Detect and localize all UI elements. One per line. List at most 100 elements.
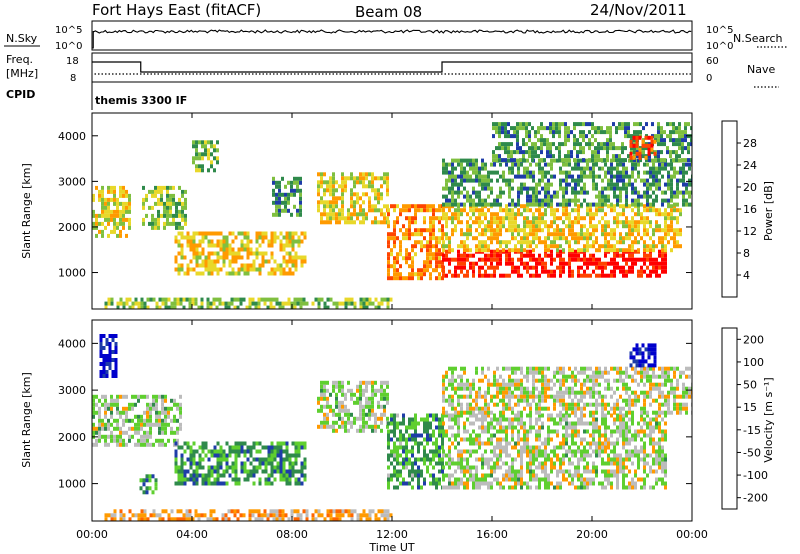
power-cell [571,190,574,195]
power-cell [493,257,496,262]
power-cell [613,186,616,191]
power-cell [583,198,586,203]
power-cell [498,154,501,159]
velocity-cell [101,418,104,423]
power-cell [631,244,634,249]
velocity-cell [335,380,338,385]
power-cell [272,192,275,197]
power-cell [454,224,457,229]
velocity-cell [469,449,472,454]
velocity-cell [426,437,429,442]
power-cells [92,122,692,309]
velocity-cell [341,392,344,397]
power-cell [681,158,684,163]
power-cell [243,235,247,240]
velocity-cell [362,424,365,429]
power-cell [624,134,627,139]
velocity-cell [258,465,262,470]
power-cell [157,197,160,202]
power-cell [499,253,502,258]
velocity-cell [559,457,562,462]
power-cell [535,273,538,278]
power-cell [634,228,637,233]
velocity-cell [383,396,386,401]
power-cell [107,185,110,190]
power-cell [619,170,622,175]
power-cell [577,240,580,245]
power-cell [526,240,529,245]
power-cell [636,130,639,135]
power-cell [543,158,546,163]
velocity-cell [264,445,268,450]
power-cell [526,216,529,221]
power-cell [272,212,275,217]
power-cell [555,130,558,135]
velocity-cell [499,429,502,434]
velocity-cell [387,441,390,446]
power-cell [658,228,661,233]
velocity-cell [496,445,499,450]
velocity-cell [164,422,167,427]
power-cell [586,212,589,217]
velocity-cell [216,457,220,462]
velocity-cell [571,441,574,446]
power-cell [550,174,553,179]
power-cell [257,301,261,306]
velocity-cell [559,441,562,446]
power-cell [540,146,543,151]
velocity-cell [499,457,502,462]
power-cell [544,248,547,253]
power-cell [261,259,265,264]
power-cell [396,252,399,257]
power-cell [616,220,619,225]
power-cell [520,257,523,262]
power-cell [498,130,501,135]
velocity-cell [183,481,187,486]
velocity-cell [514,485,517,490]
velocity-cell [583,465,586,470]
power-cell [173,301,177,306]
velocity-cell [110,394,113,399]
power-cell [690,158,692,163]
power-cell [429,216,432,221]
power-cell [110,197,113,202]
power-cell [353,220,356,225]
velocity-cell [514,441,517,446]
velocity-cell [417,465,420,470]
velocity-cell [180,445,184,450]
power-cell [622,178,625,183]
power-cell [603,142,606,147]
velocity-cell [448,445,451,450]
nsearch-tick-low: 10^0 [706,41,733,52]
power-cell [362,208,365,213]
nsky-tick-high: 10^5 [55,25,82,36]
velocity-cell [173,418,176,423]
power-cell [408,236,411,241]
velocity-cell [347,416,350,421]
velocity-cell [402,465,405,470]
power-cell [429,264,432,269]
power-cell [172,193,175,198]
power-cell [613,204,616,209]
velocity-cell [529,429,532,434]
velocity-cell [478,425,481,430]
power-cell [161,297,165,302]
velocity-cell [323,380,326,385]
power-cell [564,122,567,127]
power-cell [180,231,184,236]
velocity-cell [502,413,505,418]
power-cell [568,170,571,175]
power-cell [679,178,682,183]
power-cell [652,208,655,213]
power-cell [550,261,553,266]
power-cell [287,192,290,197]
power-cell [128,305,132,309]
power-cell [529,244,532,249]
power-cell [101,197,104,202]
power-cell [565,236,568,241]
velocity-cell [405,449,408,454]
power-cell [478,257,481,262]
power-cell [643,261,646,266]
velocity-cell [258,481,262,486]
velocity-cell [92,422,95,427]
